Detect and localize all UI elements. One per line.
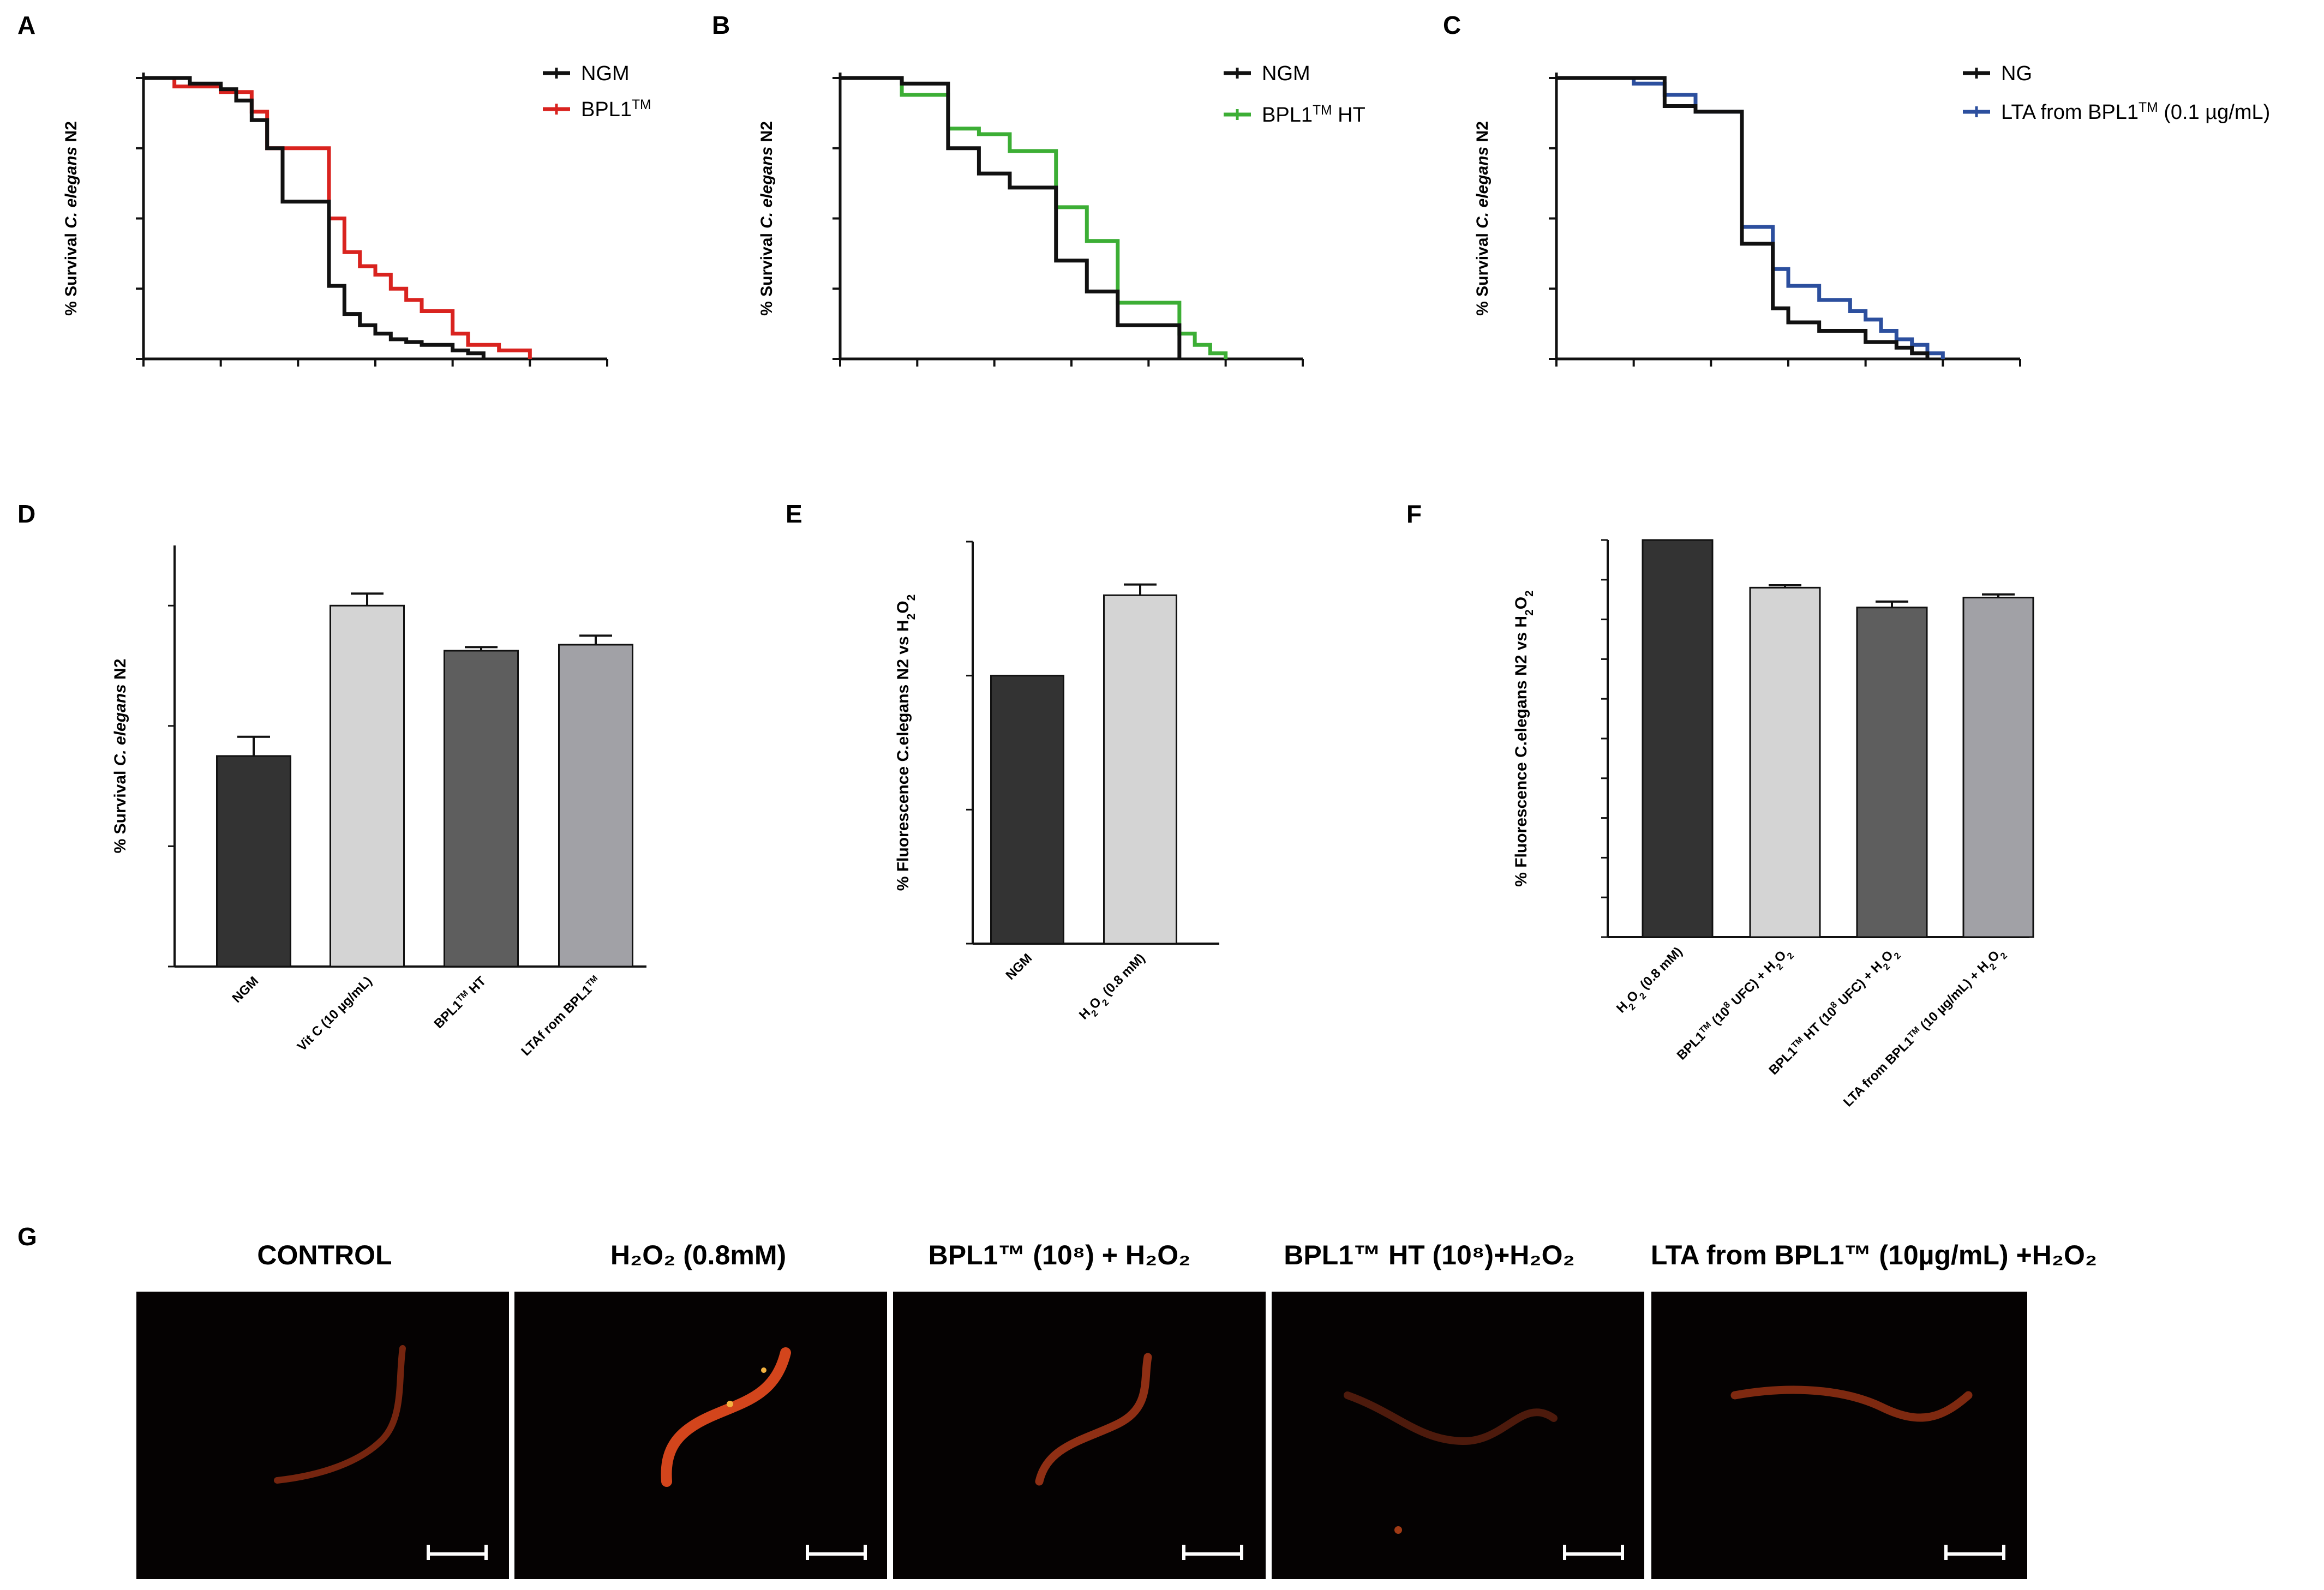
- bar-chart-e: % Fluorescence C.elegans N2 vs H2O2 NGM H2…: [894, 541, 1219, 1025]
- bar-f-2: [1856, 607, 1928, 938]
- image-title-bpl1-ht: BPL1™ HT (10⁸)+H₂O₂: [1284, 1240, 1574, 1270]
- panel-letter-f: F: [1406, 500, 1422, 528]
- category-label: BPL1TM HT: [431, 974, 489, 1031]
- scale-bar: [1563, 1552, 1624, 1556]
- worm: [1344, 1391, 1558, 1445]
- bar-e-1: [1103, 594, 1177, 945]
- bar-chart-f: % Fluorescence C.elegans N2 vs H2O2 H2O2 …: [1512, 539, 2034, 1109]
- scale-bar: [427, 1552, 488, 1556]
- worm: [661, 1347, 791, 1487]
- scale-bar-cap-left: [1563, 1545, 1566, 1560]
- bar-d-2: [444, 650, 519, 968]
- panel-letter-g: G: [17, 1222, 37, 1251]
- micrograph-background: [893, 1292, 1266, 1579]
- image-title-bpl1: BPL1™ (10⁸) + H₂O₂: [929, 1240, 1191, 1270]
- survival-chart-b: % Survival C. elegans N2 NGM BPL1TM HT: [758, 62, 1365, 367]
- survival-line-bpl1tm-ht: [840, 76, 1228, 359]
- legend-label: LTA from BPL1TM (0.1 µg/mL): [2001, 100, 2270, 124]
- survival-line-ng: [1556, 76, 1930, 359]
- scale-bar-cap-left: [1182, 1545, 1185, 1560]
- category-label: Vit C (10 µg/mL): [295, 974, 375, 1054]
- bar-f-3: [1962, 597, 2034, 938]
- scale-bar: [806, 1552, 867, 1556]
- panel-letter-c: C: [1443, 11, 1461, 39]
- panel-letter-e: E: [786, 500, 802, 528]
- bar-f-0: [1642, 539, 1714, 938]
- survival-line-lta-from-bpl1tm-0-1-g-ml-: [1556, 76, 1945, 359]
- scale-bar-cap-right: [1240, 1545, 1243, 1560]
- micrograph-control: [136, 1292, 509, 1579]
- legend-label: NGM: [1262, 62, 1310, 85]
- scale-bar-cap-left: [1944, 1545, 1948, 1560]
- image-title-h2o2: H₂O₂ (0.8mM): [610, 1240, 786, 1270]
- legend-label: NG: [2001, 62, 2032, 85]
- micrograph-h2o2: [514, 1292, 887, 1579]
- micrograph-bpl1: [893, 1292, 1266, 1579]
- worm: [1730, 1385, 1973, 1422]
- bar-d-3: [558, 644, 633, 968]
- micrograph-panel: CONTROL H₂O₂ (0.8mM) BPL1™ (10⁸) + H₂O₂ …: [136, 1240, 2097, 1579]
- scale-bar-cap-right: [484, 1545, 488, 1560]
- worm: [274, 1345, 406, 1484]
- y-axis-title: % Survival C. elegans N2: [1474, 121, 1492, 316]
- worm-spot: [727, 1401, 733, 1407]
- survival-line-ngm: [840, 76, 1182, 359]
- survival-chart-a: % Survival C. elegans N2 NGM BPL1TM: [62, 62, 651, 367]
- survival-chart-c: % Survival C. elegans N2 NG LTA from BPL1T…: [1474, 62, 2270, 367]
- category-label: H2O2 (0.8 mM): [1076, 951, 1151, 1025]
- survival-line-bpl1tm: [143, 76, 532, 359]
- category-label: NGM: [230, 974, 262, 1006]
- bar-e-0: [990, 675, 1064, 945]
- y-axis-title: % Survival C. elegans N2: [111, 659, 129, 854]
- image-title-lta: LTA from BPL1™ (10µg/mL) +H₂O₂: [1651, 1240, 2097, 1270]
- scale-bar: [1944, 1552, 2005, 1556]
- category-label: H2O2 (0.8 mM): [1614, 944, 1688, 1019]
- y-axis-title: % Fluorescence C.elegans N2 vs H2O2: [894, 595, 918, 891]
- bar-d-1: [330, 604, 405, 968]
- category-label: BPL1TM (108 UFC) + H2O2: [1673, 943, 1795, 1066]
- scale-bar-cap-right: [1621, 1545, 1624, 1560]
- panel-letter-b: B: [712, 11, 730, 39]
- bar-chart-d: % Survival C. elegans N2 NGM Vit C (10 µg/…: [111, 545, 646, 1059]
- worm-spot: [761, 1367, 766, 1373]
- scale-bar-cap-left: [427, 1545, 430, 1560]
- micrograph-bpl1-ht: [1272, 1292, 1644, 1579]
- panel-letter-d: D: [17, 500, 35, 528]
- category-label: LTAf rom BPL1TM: [518, 974, 603, 1059]
- legend-label: NGM: [581, 62, 630, 85]
- micrograph-background: [136, 1292, 509, 1579]
- micrograph-lta: [1651, 1292, 2027, 1579]
- scale-bar-cap-right: [2002, 1545, 2005, 1560]
- micrograph-background: [514, 1292, 887, 1579]
- legend-label: BPL1TM: [581, 98, 651, 122]
- micrograph-background: [1272, 1292, 1644, 1579]
- category-label: NGM: [1003, 951, 1035, 983]
- legend-label: BPL1TM HT: [1262, 103, 1365, 127]
- y-axis-title: % Survival C. elegans N2: [758, 121, 776, 316]
- y-axis-title: % Survival C. elegans N2: [62, 121, 80, 316]
- worm: [1035, 1353, 1152, 1486]
- scale-bar: [1182, 1552, 1243, 1556]
- bar-f-1: [1749, 586, 1821, 938]
- survival-line-ngm: [143, 76, 486, 359]
- panel-letter-a: A: [17, 11, 35, 39]
- micrograph-background: [1651, 1292, 2027, 1579]
- debris-spot: [1394, 1526, 1402, 1534]
- image-title-control: CONTROL: [257, 1240, 392, 1270]
- bar-d-0: [216, 755, 291, 968]
- scale-bar-cap-right: [864, 1545, 867, 1560]
- y-axis-title: % Fluorescence C.elegans N2 vs H2O2: [1512, 590, 1536, 887]
- scale-bar-cap-left: [806, 1545, 809, 1560]
